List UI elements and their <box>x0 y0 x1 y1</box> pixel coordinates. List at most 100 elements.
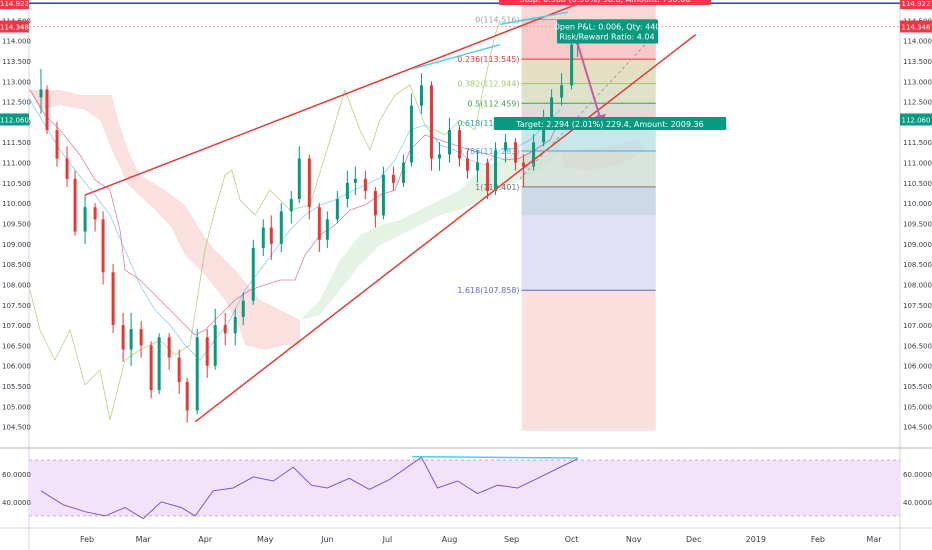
candle-body[interactable] <box>494 150 498 191</box>
price-tick-right: 107.500 <box>903 302 932 310</box>
divergence-line-rsi[interactable] <box>411 455 579 459</box>
candle-body[interactable] <box>111 272 115 326</box>
candle-body[interactable] <box>279 211 283 244</box>
price-tick-left: 112.500 <box>2 99 31 107</box>
candle-body[interactable] <box>363 178 367 191</box>
price-tick-left: 109.500 <box>2 221 31 229</box>
price-tick-left: 104.500 <box>2 424 31 432</box>
candle-body[interactable] <box>177 357 181 382</box>
candle-body[interactable] <box>542 117 546 143</box>
price-badge-right[interactable] <box>900 0 932 10</box>
candle-body[interactable] <box>205 337 209 366</box>
forecast-arrow[interactable] <box>572 28 603 125</box>
candle-body[interactable] <box>73 178 77 232</box>
price-tick-left: 106.500 <box>2 342 31 350</box>
candle-body[interactable] <box>550 97 554 118</box>
risk-reward-label: Risk/Reward Ratio: 4.04 <box>559 32 654 41</box>
time-tick-label: Mar <box>136 535 152 544</box>
fib-level-label: 0.5(112.459) <box>468 99 520 108</box>
candle-body[interactable] <box>121 325 125 350</box>
candle-body[interactable] <box>429 85 433 159</box>
candle-body[interactable] <box>532 142 536 167</box>
candle-body[interactable] <box>373 190 377 216</box>
candle-body[interactable] <box>157 337 161 391</box>
candle-body[interactable] <box>129 329 133 350</box>
candle-body[interactable] <box>560 85 564 98</box>
candle-body[interactable] <box>522 162 526 167</box>
candle-body[interactable] <box>233 316 237 334</box>
candle-body[interactable] <box>307 158 311 208</box>
candle-body[interactable] <box>65 158 69 179</box>
price-badge-left-text: 114.348 <box>0 23 29 31</box>
divergence-line-price-2[interactable] <box>499 11 569 26</box>
price-tick-left: 108.500 <box>2 261 31 269</box>
candle-body[interactable] <box>419 85 423 106</box>
candle-body[interactable] <box>223 325 227 334</box>
candle-body[interactable] <box>83 207 87 232</box>
candle-body[interactable] <box>261 227 265 248</box>
candle-body[interactable] <box>466 158 470 171</box>
candle-body[interactable] <box>55 130 59 159</box>
candle-body[interactable] <box>297 158 301 200</box>
fib-zone <box>521 186 656 291</box>
candle-body[interactable] <box>289 199 293 212</box>
candle-body[interactable] <box>504 142 508 151</box>
price-badge-right[interactable] <box>900 20 932 33</box>
candle-body[interactable] <box>381 174 385 216</box>
target-label-bg <box>493 116 727 130</box>
candle-body[interactable] <box>401 162 405 183</box>
candle-body[interactable] <box>45 89 49 131</box>
price-badge-left[interactable] <box>0 113 29 126</box>
candle-body[interactable] <box>101 219 105 273</box>
candle-body[interactable] <box>409 105 413 163</box>
candle-body[interactable] <box>391 174 395 183</box>
price-tick-left: 114.000 <box>2 38 31 46</box>
candle-body[interactable] <box>317 207 321 240</box>
wedge-trendline[interactable] <box>194 33 697 423</box>
candle-body[interactable] <box>345 182 349 200</box>
candle-body[interactable] <box>251 247 255 301</box>
candle-body[interactable] <box>570 44 574 86</box>
fib-zone <box>521 151 656 187</box>
fib-level-label: 0.382(112.944) <box>457 80 519 89</box>
divergence-line-price[interactable] <box>411 43 501 70</box>
price-tick-left: 105.500 <box>2 383 31 391</box>
price-tick-left: 109.000 <box>2 241 31 249</box>
price-tick-right: 107.000 <box>903 322 932 330</box>
candle-body[interactable] <box>457 130 461 159</box>
candle-body[interactable] <box>39 89 43 98</box>
candle-body[interactable] <box>447 130 451 155</box>
candle-body[interactable] <box>195 337 199 411</box>
candle-body[interactable] <box>149 345 153 391</box>
candle-body[interactable] <box>93 207 97 220</box>
price-tick-left: 107.500 <box>2 302 31 310</box>
price-tick-right: 112.500 <box>903 99 932 107</box>
rsi-line[interactable] <box>40 456 578 520</box>
candle-body[interactable] <box>335 199 339 220</box>
candle-body[interactable] <box>437 154 441 159</box>
candle-body[interactable] <box>213 325 217 366</box>
candle-body[interactable] <box>241 300 245 317</box>
candle-body[interactable] <box>353 178 357 183</box>
price-tick-left: 110.000 <box>2 200 31 208</box>
price-badge-right[interactable] <box>900 113 932 126</box>
candle-body[interactable] <box>167 337 171 358</box>
tenkan-sen-line <box>29 99 561 361</box>
ichimoku-cloud-bullish <box>300 135 560 320</box>
candle-body[interactable] <box>325 219 329 240</box>
time-axis[interactable]: Feb Mar Apr May Jun Jul Aug Sep Oct Nov Dec 2019 Feb… <box>80 535 882 544</box>
price-badge-left[interactable] <box>0 20 29 33</box>
price-badge-left[interactable] <box>0 0 29 10</box>
candle-body[interactable] <box>269 227 273 244</box>
candle-body[interactable] <box>139 329 143 346</box>
wedge-trendline[interactable] <box>84 2 580 196</box>
price-tick-left: 113.000 <box>2 78 31 86</box>
candle-body[interactable] <box>476 162 480 171</box>
candle-body[interactable] <box>514 142 518 163</box>
price-tick-right: 110.000 <box>903 200 932 208</box>
candle-body[interactable] <box>185 381 189 411</box>
rsi-pane[interactable]: 40.0000 40.0000 60.0000 60.0000 <box>2 455 932 520</box>
candle-body[interactable] <box>486 162 490 191</box>
